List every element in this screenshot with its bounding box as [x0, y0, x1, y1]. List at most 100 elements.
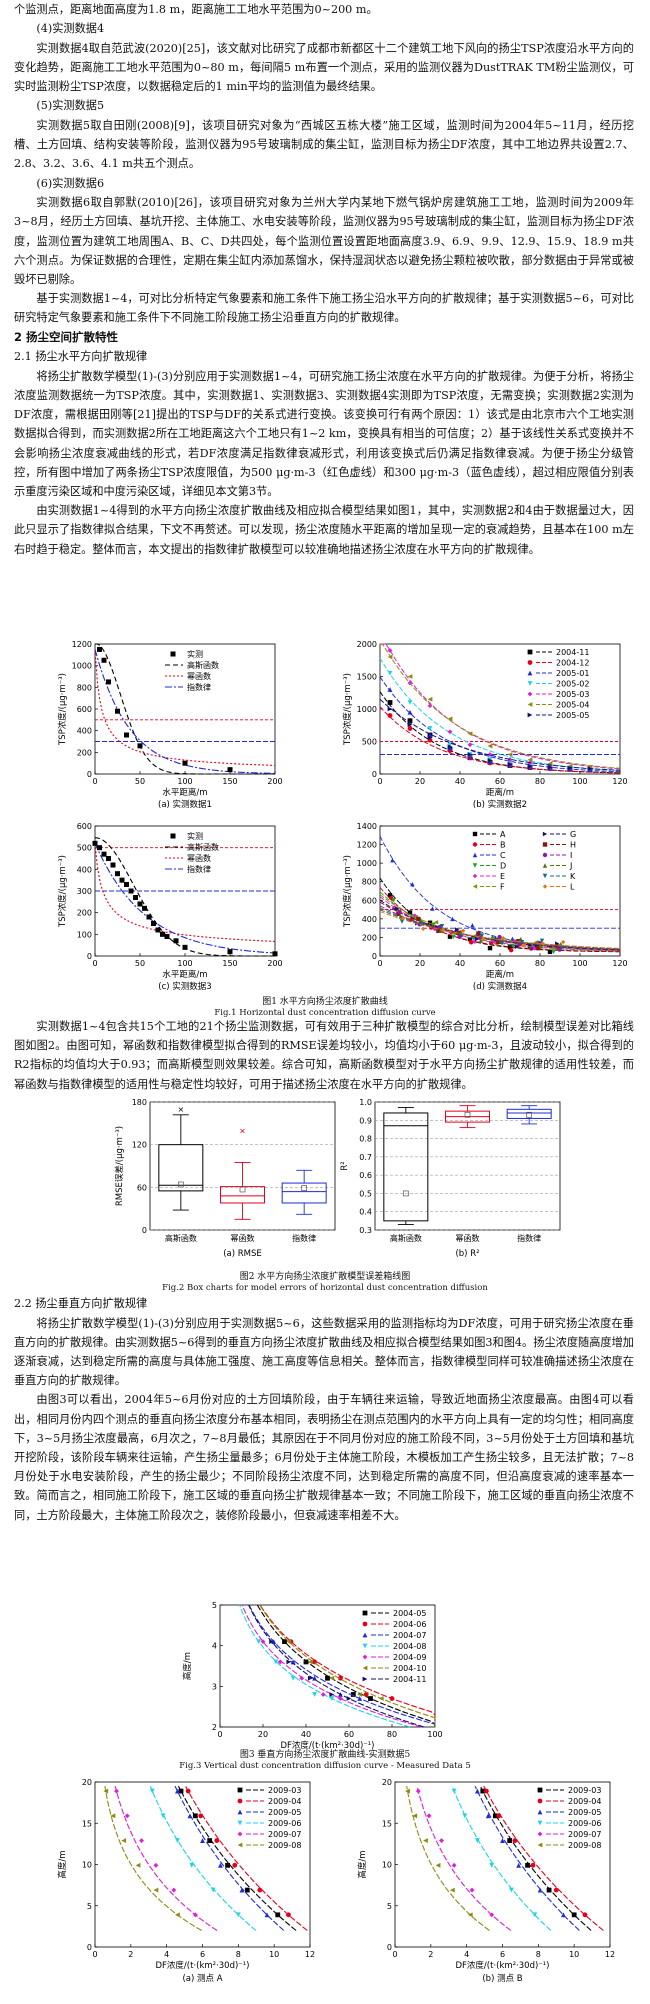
fig1c-ytick-label: 300 — [77, 887, 92, 896]
fig4b-point — [449, 1887, 455, 1893]
fig1b-legend-label: 2005-05 — [556, 711, 589, 720]
fig4a-xtick-label: 10 — [269, 1950, 279, 1959]
fig1d-point — [427, 920, 433, 925]
fig1b-point — [487, 752, 493, 757]
fig1d-point — [407, 910, 413, 915]
fig2a-ytick-label: 0 — [142, 1226, 147, 1235]
data6-heading: (6)实测数据6 — [36, 176, 105, 190]
fig1d-legend-marker — [472, 863, 478, 868]
fig1d-point — [532, 946, 537, 951]
fig1b-point — [387, 670, 393, 676]
fig4b-point — [426, 1813, 432, 1819]
fig1b-point — [507, 761, 513, 767]
fig4a-ytick-label: 5 — [87, 1902, 92, 1911]
fig3-legend-marker — [362, 1665, 368, 1671]
fig1c-point — [182, 944, 188, 950]
fig2b-ytick-label: 0.9 — [359, 1116, 372, 1125]
fig4a-point — [192, 1813, 198, 1819]
fig1b-xtick-label: 100 — [572, 777, 587, 786]
fig2b-ytick-label: 0.7 — [359, 1153, 372, 1162]
fig1b-point — [407, 726, 413, 731]
fig4b-axes: 0 2 4 6 8 10 12 0 5 10 15 20 DF浓度/(t·(km²·30d)⁻¹) 高度/… — [357, 1778, 615, 1971]
fig1b-legend-marker — [527, 670, 533, 676]
fig1a-subcaption: (a) 实测数据1 — [158, 799, 212, 810]
fig4a-point — [175, 1788, 180, 1794]
fig3-point — [350, 1692, 356, 1697]
fig1d-point — [441, 927, 446, 933]
fig4b-xtick-label: 12 — [605, 1950, 615, 1959]
fig1b-xlabel: 距离/m — [486, 787, 514, 798]
fig1d-point — [533, 939, 539, 945]
fig4a-legend-marker — [237, 1842, 243, 1848]
fig4a-fit-curve — [174, 1785, 285, 1931]
fig1b-point — [407, 709, 413, 715]
figure-3-caption: 图3 垂直方向扬尘浓度扩散曲线-实测数据5 — [239, 1750, 411, 1760]
fig1c-point — [128, 888, 134, 894]
fig4b-legend-marker — [537, 1798, 543, 1804]
fig4a-legend-label: 2009-08 — [268, 1841, 301, 1850]
fig1b-fit-curve — [380, 643, 621, 770]
fig4a-legend-marker — [237, 1820, 243, 1826]
fig1c-power-curve — [94, 843, 276, 942]
fig1c-point — [164, 934, 170, 939]
fig2b-ytick-label: 0.4 — [359, 1208, 372, 1217]
fig1b-point — [527, 763, 533, 769]
fig1a-point — [227, 767, 233, 773]
fig1a-point — [106, 679, 111, 685]
fig1c-ytick-label: 500 — [77, 844, 92, 853]
fig4a-series — [149, 1785, 257, 1931]
fig3-point — [389, 1696, 395, 1701]
fig4b-point — [492, 1813, 498, 1819]
fig1c-point — [173, 938, 179, 944]
fig1d-point — [511, 944, 516, 949]
fig1d-fit-curve — [379, 910, 621, 949]
section-2-1-heading: 2.1 扬尘水平方向扩散规律 — [14, 350, 148, 364]
fig4a-legend-label: 2009-05 — [268, 1808, 301, 1817]
fig1d-point — [478, 938, 483, 943]
fig1a-ytick-label: 0 — [87, 770, 92, 779]
fig4b-point — [439, 1838, 444, 1843]
fig4b-point — [571, 1912, 577, 1918]
fig4a-point — [244, 1887, 250, 1893]
fig1b-point — [427, 726, 433, 731]
fig1d-legend-marker — [542, 852, 548, 858]
fig1a-legend-label: 高斯函数 — [187, 660, 219, 670]
fig1b-legend-marker — [527, 691, 533, 697]
fig4b-xtick-label: 4 — [464, 1950, 469, 1959]
fig3-point — [329, 1696, 335, 1701]
fig1c-xtick-label: 200 — [267, 959, 282, 968]
vertical-result-paragraph: 由图3可以看出，2004年5~6月份对应的土方回填阶段，由于车辆往来运输，导致近… — [14, 1393, 634, 1522]
fig4b-xtick-label: 0 — [392, 1950, 397, 1959]
fig1d-point — [499, 941, 505, 946]
fig3-ytick-label: 3 — [212, 1682, 217, 1691]
fig1c-ytick-label: 400 — [77, 865, 92, 874]
fig1b-legend-marker — [527, 712, 533, 718]
fig4b-legend-label: 2009-06 — [568, 1819, 601, 1828]
fig1b-point — [567, 765, 573, 771]
fig1a-xtick-label: 200 — [267, 777, 282, 786]
fig4a-point — [207, 1838, 213, 1843]
fig4b-point — [509, 1887, 514, 1893]
fig4a-ytick-label: 15 — [82, 1819, 92, 1828]
fig1d-xtick-label: 0 — [377, 959, 382, 968]
fig1d-point — [547, 949, 553, 955]
fig1d-point — [551, 949, 556, 954]
fig3-series — [256, 1604, 436, 1727]
fig1d-point — [447, 934, 453, 939]
fig3-point — [290, 1659, 296, 1665]
fig1b-legend-marker — [527, 649, 533, 655]
fig4b-legend-label: 2009-05 — [568, 1808, 601, 1817]
fig4a-frame — [94, 1781, 311, 1948]
fig4a-point — [153, 1862, 159, 1868]
fig1c-point — [146, 914, 152, 920]
fig4b-xtick-label: 2 — [428, 1950, 433, 1959]
fig1b-point — [407, 722, 413, 727]
fig1b-point — [407, 674, 413, 679]
fig3-xtick-label: 0 — [217, 1730, 222, 1739]
fig1d-point — [527, 943, 533, 948]
fig1d-point — [517, 942, 522, 947]
fig3-xtick-label: 20 — [258, 1730, 268, 1739]
fig4a-point — [210, 1887, 216, 1893]
fig1b-point — [487, 743, 493, 749]
